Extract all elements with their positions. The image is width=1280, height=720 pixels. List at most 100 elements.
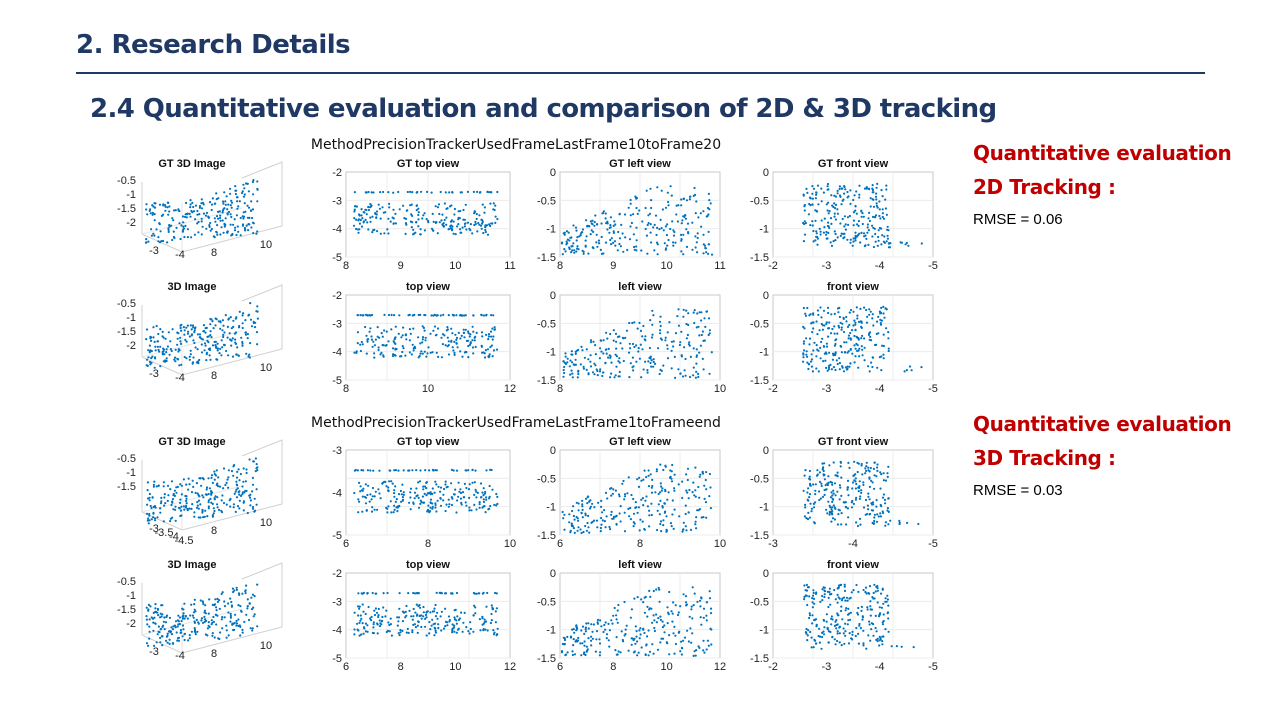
point-marker — [417, 207, 420, 210]
point-marker — [491, 488, 494, 491]
point-marker — [182, 478, 185, 481]
point-marker — [630, 608, 634, 611]
point-marker — [627, 649, 630, 652]
point-marker — [632, 521, 635, 524]
point-marker — [816, 243, 819, 246]
point-marker — [829, 603, 832, 606]
point-marker — [159, 612, 162, 615]
point-marker — [364, 325, 367, 329]
point-marker — [168, 616, 171, 620]
point-marker — [668, 653, 671, 656]
x-tick-label: 6 — [557, 661, 563, 673]
point-marker — [612, 517, 615, 520]
point-marker — [564, 653, 568, 656]
point-marker — [704, 501, 708, 504]
point-marker — [563, 361, 567, 364]
x-tick-label: -4 — [169, 531, 179, 543]
point-marker — [396, 510, 399, 513]
point-marker — [241, 342, 244, 345]
point-marker — [809, 630, 812, 634]
point-marker — [219, 233, 222, 236]
point-marker — [451, 346, 454, 349]
point-marker — [478, 503, 481, 506]
point-marker — [804, 506, 807, 509]
point-marker — [877, 235, 880, 239]
x-tick-label: -4 — [875, 260, 885, 272]
point-marker — [869, 614, 872, 617]
point-marker — [813, 619, 816, 622]
point-marker — [631, 321, 634, 325]
point-marker — [678, 343, 682, 347]
point-marker — [219, 216, 222, 220]
point-marker — [363, 627, 366, 630]
point-marker — [683, 369, 686, 372]
point-marker — [571, 372, 574, 375]
point-marker — [166, 499, 169, 502]
point-marker — [887, 349, 890, 353]
point-marker — [177, 332, 180, 335]
point-marker — [458, 617, 461, 620]
point-marker — [665, 641, 668, 644]
point-marker — [606, 222, 609, 225]
point-marker — [648, 650, 652, 653]
point-marker — [667, 491, 670, 494]
point-marker — [489, 621, 492, 625]
point-marker — [692, 194, 695, 197]
point-marker — [618, 237, 622, 240]
point-marker — [191, 614, 194, 617]
point-marker — [854, 209, 857, 212]
point-marker — [385, 630, 388, 634]
point-marker — [357, 213, 361, 216]
point-marker — [176, 337, 179, 340]
point-marker — [460, 611, 463, 614]
point-marker — [873, 227, 876, 230]
point-marker — [252, 193, 255, 196]
point-marker — [647, 485, 651, 488]
point-marker — [230, 215, 233, 219]
point-marker — [848, 632, 851, 635]
point-marker — [172, 642, 175, 645]
point-marker — [695, 326, 698, 329]
point-marker — [191, 201, 194, 204]
point-marker — [834, 643, 837, 646]
point-marker — [216, 506, 219, 509]
point-marker — [814, 501, 817, 504]
point-marker — [451, 623, 454, 626]
point-marker — [624, 628, 627, 631]
point-marker — [198, 358, 201, 362]
point-marker — [370, 338, 373, 341]
point-marker — [699, 212, 702, 215]
point-marker — [417, 620, 420, 623]
point-marker — [618, 212, 621, 215]
point-marker — [620, 223, 623, 226]
x-tick-label: -4 — [175, 372, 185, 384]
point-marker — [473, 223, 476, 227]
point-marker — [589, 360, 592, 363]
point-marker — [443, 218, 446, 222]
point-marker — [876, 513, 879, 516]
point-marker — [239, 605, 242, 608]
point-marker — [824, 484, 827, 487]
point-marker — [808, 196, 812, 199]
point-marker — [154, 622, 157, 625]
point-marker — [641, 335, 644, 338]
point-marker — [604, 621, 607, 624]
point-marker — [856, 223, 859, 226]
point-marker — [480, 344, 483, 347]
point-marker — [164, 639, 168, 642]
point-marker — [205, 488, 208, 491]
point-marker — [434, 615, 438, 618]
point-marker — [670, 367, 673, 370]
point-marker — [253, 510, 256, 513]
point-marker — [401, 345, 404, 348]
point-marker — [148, 630, 151, 633]
point-marker — [702, 616, 705, 619]
point-marker — [583, 640, 586, 643]
point-marker — [642, 478, 645, 481]
point-marker — [866, 226, 869, 229]
point-marker — [463, 611, 466, 615]
point-marker — [199, 503, 202, 506]
point-marker — [875, 192, 878, 195]
point-marker — [603, 520, 607, 523]
point-marker — [702, 252, 705, 255]
